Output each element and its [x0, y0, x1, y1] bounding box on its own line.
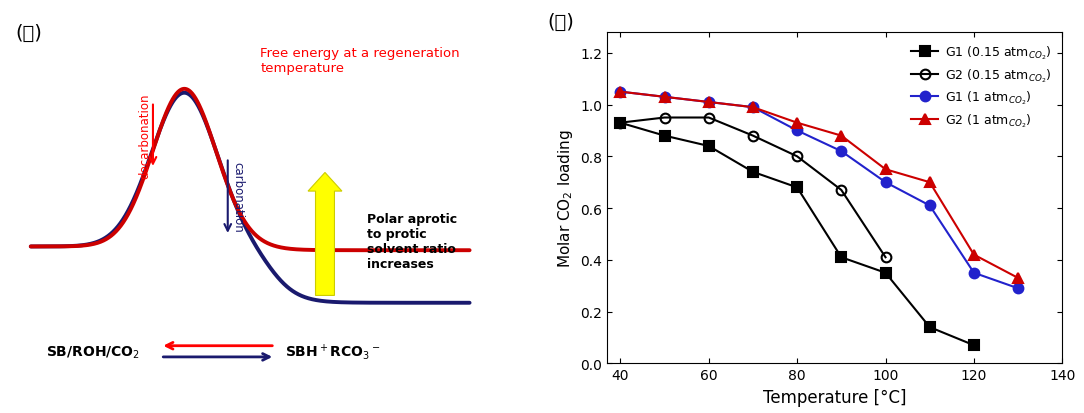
G2 (1 atm$_{CO_2}$)	[614, 90, 627, 95]
G1 (1 atm$_{CO_2}$)	[790, 129, 803, 134]
X-axis label: Temperature [°C]: Temperature [°C]	[763, 388, 906, 406]
G2 (1 atm$_{CO_2}$)	[658, 95, 671, 100]
G1 (0.15 atm$_{CO_2}$)	[967, 343, 980, 348]
G1 (0.15 atm$_{CO_2}$)	[790, 185, 803, 190]
G2 (1 atm$_{CO_2}$)	[702, 100, 715, 105]
G1 (0.15 atm$_{CO_2}$)	[702, 144, 715, 149]
Y-axis label: Molar CO$_2$ loading: Molar CO$_2$ loading	[556, 129, 575, 268]
G2 (1 atm$_{CO_2}$)	[1011, 276, 1024, 281]
G2 (0.15 atm$_{CO_2}$)	[790, 154, 803, 159]
Text: SB/ROH/CO$_2$: SB/ROH/CO$_2$	[46, 343, 140, 360]
G2 (0.15 atm$_{CO_2}$)	[702, 116, 715, 121]
Text: SBH$^+$RCO$_3$$^-$: SBH$^+$RCO$_3$$^-$	[285, 342, 380, 361]
G1 (0.15 atm$_{CO_2}$)	[879, 271, 892, 275]
Text: Free energy at a regeneration
temperature: Free energy at a regeneration temperatur…	[260, 47, 460, 75]
G2 (1 atm$_{CO_2}$)	[835, 134, 848, 139]
G2 (1 atm$_{CO_2}$)	[967, 253, 980, 258]
Text: (가): (가)	[16, 24, 42, 43]
Text: carbonation: carbonation	[231, 162, 244, 233]
Line: G1 (1 atm$_{CO_2}$): G1 (1 atm$_{CO_2}$)	[616, 88, 1023, 293]
G1 (0.15 atm$_{CO_2}$)	[747, 170, 760, 175]
G1 (1 atm$_{CO_2}$)	[835, 150, 848, 154]
G1 (1 atm$_{CO_2}$)	[924, 204, 937, 209]
Line: G1 (0.15 atm$_{CO_2}$): G1 (0.15 atm$_{CO_2}$)	[616, 119, 979, 350]
G1 (1 atm$_{CO_2}$)	[614, 90, 627, 95]
G2 (0.15 atm$_{CO_2}$)	[614, 121, 627, 126]
G2 (1 atm$_{CO_2}$)	[924, 180, 937, 185]
G1 (0.15 atm$_{CO_2}$)	[658, 134, 671, 139]
G2 (0.15 atm$_{CO_2}$)	[835, 188, 848, 193]
G1 (1 atm$_{CO_2}$)	[1011, 286, 1024, 291]
G1 (0.15 atm$_{CO_2}$)	[835, 255, 848, 260]
G2 (0.15 atm$_{CO_2}$)	[658, 116, 671, 121]
Text: (나): (나)	[547, 13, 575, 32]
G1 (1 atm$_{CO_2}$)	[747, 105, 760, 110]
Text: Polar aprotic
to protic
solvent ratio
increases: Polar aprotic to protic solvent ratio in…	[367, 213, 457, 271]
G2 (1 atm$_{CO_2}$)	[790, 121, 803, 126]
G2 (1 atm$_{CO_2}$)	[879, 167, 892, 172]
Line: G2 (1 atm$_{CO_2}$): G2 (1 atm$_{CO_2}$)	[616, 88, 1023, 283]
G1 (0.15 atm$_{CO_2}$)	[924, 325, 937, 330]
G1 (0.15 atm$_{CO_2}$)	[614, 121, 627, 126]
Legend: G1 (0.15 atm$_{CO_2}$), G2 (0.15 atm$_{CO_2}$), G1 (1 atm$_{CO_2}$), G2 (1 atm$_: G1 (0.15 atm$_{CO_2}$), G2 (0.15 atm$_{C…	[906, 39, 1056, 134]
G1 (1 atm$_{CO_2}$)	[967, 271, 980, 275]
G1 (1 atm$_{CO_2}$)	[702, 100, 715, 105]
G2 (1 atm$_{CO_2}$)	[747, 105, 760, 110]
G2 (0.15 atm$_{CO_2}$)	[879, 255, 892, 260]
G1 (1 atm$_{CO_2}$)	[658, 95, 671, 100]
G2 (0.15 atm$_{CO_2}$)	[747, 134, 760, 139]
Text: decarbonation: decarbonation	[138, 93, 151, 178]
FancyArrow shape	[308, 173, 341, 296]
Line: G2 (0.15 atm$_{CO_2}$): G2 (0.15 atm$_{CO_2}$)	[616, 114, 890, 262]
G1 (1 atm$_{CO_2}$)	[879, 180, 892, 185]
